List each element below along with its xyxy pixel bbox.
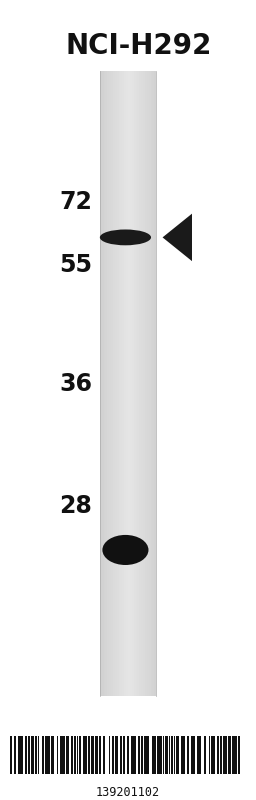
Bar [109,736,110,774]
Bar [145,71,147,696]
Bar [165,736,168,774]
Bar [152,736,156,774]
Bar [115,736,118,774]
Bar [14,736,16,774]
Ellipse shape [100,230,151,246]
Bar [111,71,113,696]
Bar [141,736,143,774]
Bar [25,736,27,774]
Bar [77,736,78,774]
Bar [109,71,111,696]
Bar [120,736,122,774]
Bar [104,71,105,696]
Bar [174,736,175,774]
Polygon shape [163,214,192,261]
Bar [147,71,149,696]
Bar [171,736,173,774]
Bar [100,71,102,696]
Bar [220,736,222,774]
Text: NCI-H292: NCI-H292 [65,32,211,60]
Bar [128,71,130,696]
Text: 28: 28 [59,494,92,518]
Bar [181,736,185,774]
Bar [223,736,227,774]
Bar [141,71,143,696]
Bar [152,71,154,696]
Bar [157,736,162,774]
Bar [132,71,134,696]
Bar [131,736,136,774]
Bar [130,71,132,696]
Bar [187,736,189,774]
Bar [232,736,237,774]
Bar [228,736,231,774]
Bar [119,71,121,696]
Bar [60,736,65,774]
Bar [83,736,87,774]
Bar [31,736,34,774]
Bar [102,71,104,696]
Bar [176,736,179,774]
Bar [103,736,105,774]
Bar [238,736,240,774]
Bar [126,71,128,696]
Bar [51,736,54,774]
Bar [163,736,164,774]
Bar [121,71,122,696]
Bar [38,736,39,774]
Bar [134,71,135,696]
Bar [42,736,44,774]
Bar [115,71,117,696]
Ellipse shape [102,535,148,565]
Bar [107,71,109,696]
Bar [122,71,124,696]
Bar [66,736,69,774]
Bar [88,736,90,774]
Bar [137,71,139,696]
Bar [71,736,73,774]
Text: 139201102: 139201102 [96,786,160,798]
Bar [139,71,141,696]
Bar [217,736,219,774]
Bar [112,736,114,774]
Bar [18,736,23,774]
Bar [105,71,107,696]
Bar [169,736,170,774]
Bar [127,736,129,774]
Bar [57,736,58,774]
Bar [99,736,101,774]
Bar [10,736,12,774]
Bar [28,736,30,774]
Bar [191,736,195,774]
Bar [138,736,140,774]
Bar [204,736,206,774]
Text: 72: 72 [59,190,92,214]
Bar [117,71,119,696]
Bar [113,71,115,696]
Bar [197,736,201,774]
Bar [211,736,215,774]
Bar [135,71,137,696]
Bar [124,71,126,696]
Bar [209,736,210,774]
Bar [143,71,145,696]
Bar [149,71,151,696]
Bar [151,71,152,696]
Bar [144,736,149,774]
Bar [35,736,37,774]
Bar [91,736,94,774]
Bar [95,736,98,774]
Text: 55: 55 [59,253,92,277]
Bar [154,71,156,696]
Bar [123,736,125,774]
Text: 36: 36 [59,372,92,396]
Bar [74,736,76,774]
Bar [45,736,50,774]
Bar [79,736,81,774]
